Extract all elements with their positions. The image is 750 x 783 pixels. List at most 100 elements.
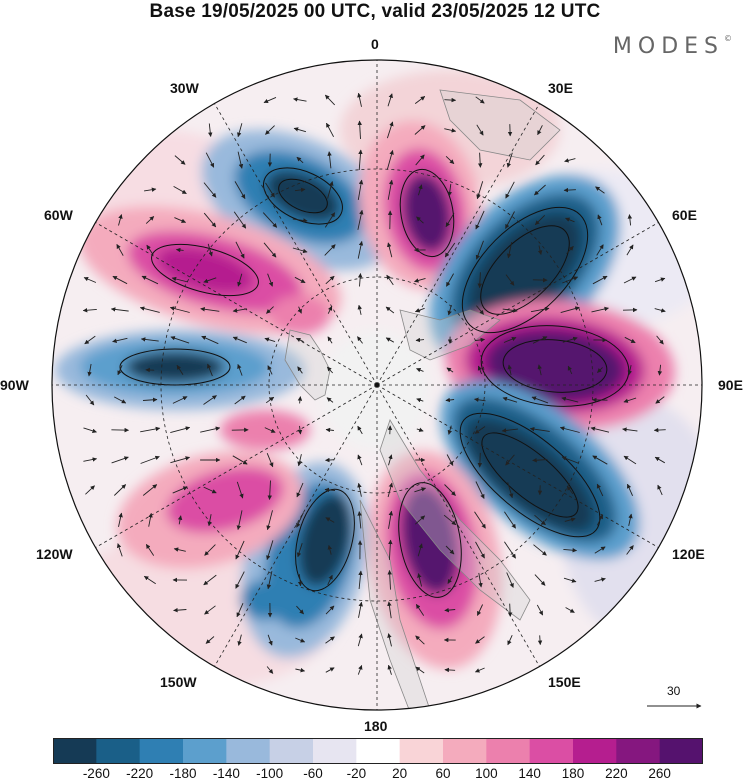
lon-label-120e: 120E bbox=[672, 546, 705, 562]
wind-vector bbox=[325, 667, 335, 673]
wind-vector bbox=[534, 514, 546, 526]
wind-vector bbox=[531, 396, 549, 404]
wind-vector bbox=[204, 544, 216, 556]
wind-vector bbox=[388, 454, 393, 466]
wind-vector bbox=[475, 96, 485, 104]
wind-vector bbox=[203, 574, 217, 586]
colorbar-swatch bbox=[659, 738, 703, 764]
wind-vector bbox=[203, 277, 217, 283]
meridian-line bbox=[376, 384, 540, 667]
wind-vector bbox=[507, 482, 514, 499]
wind-vector bbox=[444, 128, 457, 133]
brand-logo: MODES© bbox=[613, 34, 732, 59]
wind-vector bbox=[477, 272, 483, 289]
wind-vector bbox=[170, 456, 191, 464]
wind-vector bbox=[297, 396, 303, 404]
wind-vector bbox=[476, 604, 484, 616]
wind-vector bbox=[234, 395, 246, 405]
wind-vector bbox=[267, 634, 273, 646]
brand-mark: © bbox=[724, 34, 732, 43]
wind-vector bbox=[478, 572, 483, 588]
wind-vector bbox=[416, 216, 424, 224]
wind-vector bbox=[596, 483, 604, 497]
wind-vector bbox=[565, 607, 575, 613]
wind-vector bbox=[657, 484, 663, 496]
wind-vector bbox=[327, 336, 333, 344]
wind-vector bbox=[263, 96, 277, 104]
wind-vector bbox=[83, 277, 97, 283]
colorbar-swatch bbox=[399, 738, 444, 764]
wind-vector bbox=[205, 152, 215, 168]
wind-vector bbox=[561, 456, 579, 464]
wind-vector bbox=[533, 544, 547, 556]
wind-vector bbox=[297, 574, 303, 587]
wind-vector bbox=[597, 367, 603, 373]
wind-vector bbox=[358, 601, 363, 618]
wind-vector bbox=[201, 335, 219, 345]
wind-vector bbox=[387, 179, 394, 200]
map-title: Base 19/05/2025 00 UTC, valid 23/05/2025… bbox=[149, 1, 601, 22]
colorbar-tick-label: 260 bbox=[648, 766, 671, 781]
wind-vector bbox=[415, 666, 425, 674]
wind-vector bbox=[173, 607, 187, 613]
wind-vector bbox=[357, 120, 362, 140]
wind-vector bbox=[358, 570, 363, 590]
wind-vector bbox=[415, 635, 425, 645]
meridian-line bbox=[95, 222, 378, 386]
colorbar-swatch bbox=[313, 738, 357, 764]
wind-vector bbox=[267, 273, 274, 287]
wind-vector bbox=[387, 601, 392, 619]
wind-vector bbox=[505, 274, 515, 286]
wind-vector bbox=[565, 217, 575, 223]
wind-vector bbox=[236, 603, 244, 618]
wind-vector bbox=[445, 213, 455, 228]
wind-vector bbox=[266, 306, 274, 314]
wind-vector bbox=[294, 187, 306, 193]
wind-vector bbox=[324, 94, 336, 106]
colorbar-swatch bbox=[573, 738, 617, 764]
wind-vector bbox=[447, 184, 452, 197]
wind-vector bbox=[142, 397, 158, 403]
wind-vector bbox=[445, 545, 455, 555]
wind-vector bbox=[327, 181, 334, 199]
wind-vector bbox=[232, 336, 247, 344]
wind-vector bbox=[596, 514, 604, 526]
wind-vector bbox=[534, 574, 546, 586]
colorbar-tick-label: 60 bbox=[435, 766, 451, 781]
meridian-line bbox=[376, 103, 540, 386]
wind-vector bbox=[357, 240, 364, 259]
wind-vector bbox=[357, 482, 362, 497]
wind-vector bbox=[536, 604, 544, 616]
wind-vector bbox=[444, 242, 456, 258]
wind-vector bbox=[266, 453, 274, 468]
wind-vector bbox=[475, 240, 484, 260]
wind-vector bbox=[592, 455, 608, 465]
wind-vector bbox=[502, 308, 518, 313]
wind-vector bbox=[357, 273, 363, 287]
wind-vector bbox=[535, 154, 545, 166]
wind-vector bbox=[444, 607, 456, 613]
wind-vector bbox=[113, 396, 127, 404]
wind-vector bbox=[475, 481, 485, 499]
wind-vector bbox=[447, 425, 453, 435]
wind-vector bbox=[357, 633, 363, 647]
wind-vector bbox=[596, 244, 604, 256]
wind-vector bbox=[295, 637, 306, 643]
wind-vector bbox=[357, 664, 363, 675]
wind-vector bbox=[623, 397, 637, 403]
wind-vector bbox=[266, 540, 274, 561]
wind-vector bbox=[113, 484, 127, 496]
colorbar-swatch bbox=[356, 738, 401, 764]
wind-vector bbox=[417, 184, 423, 196]
wind-vector bbox=[476, 181, 484, 200]
wind-vector bbox=[173, 547, 186, 552]
wind-vector bbox=[388, 510, 394, 529]
meridian-line bbox=[376, 384, 659, 548]
wind-vector bbox=[326, 122, 334, 138]
wind-vector bbox=[85, 394, 95, 406]
wind-vector bbox=[657, 364, 663, 376]
wind-vector bbox=[325, 427, 334, 433]
polar-map bbox=[51, 59, 703, 711]
lon-label-30w: 30W bbox=[170, 80, 199, 96]
wind-vector bbox=[444, 484, 456, 496]
